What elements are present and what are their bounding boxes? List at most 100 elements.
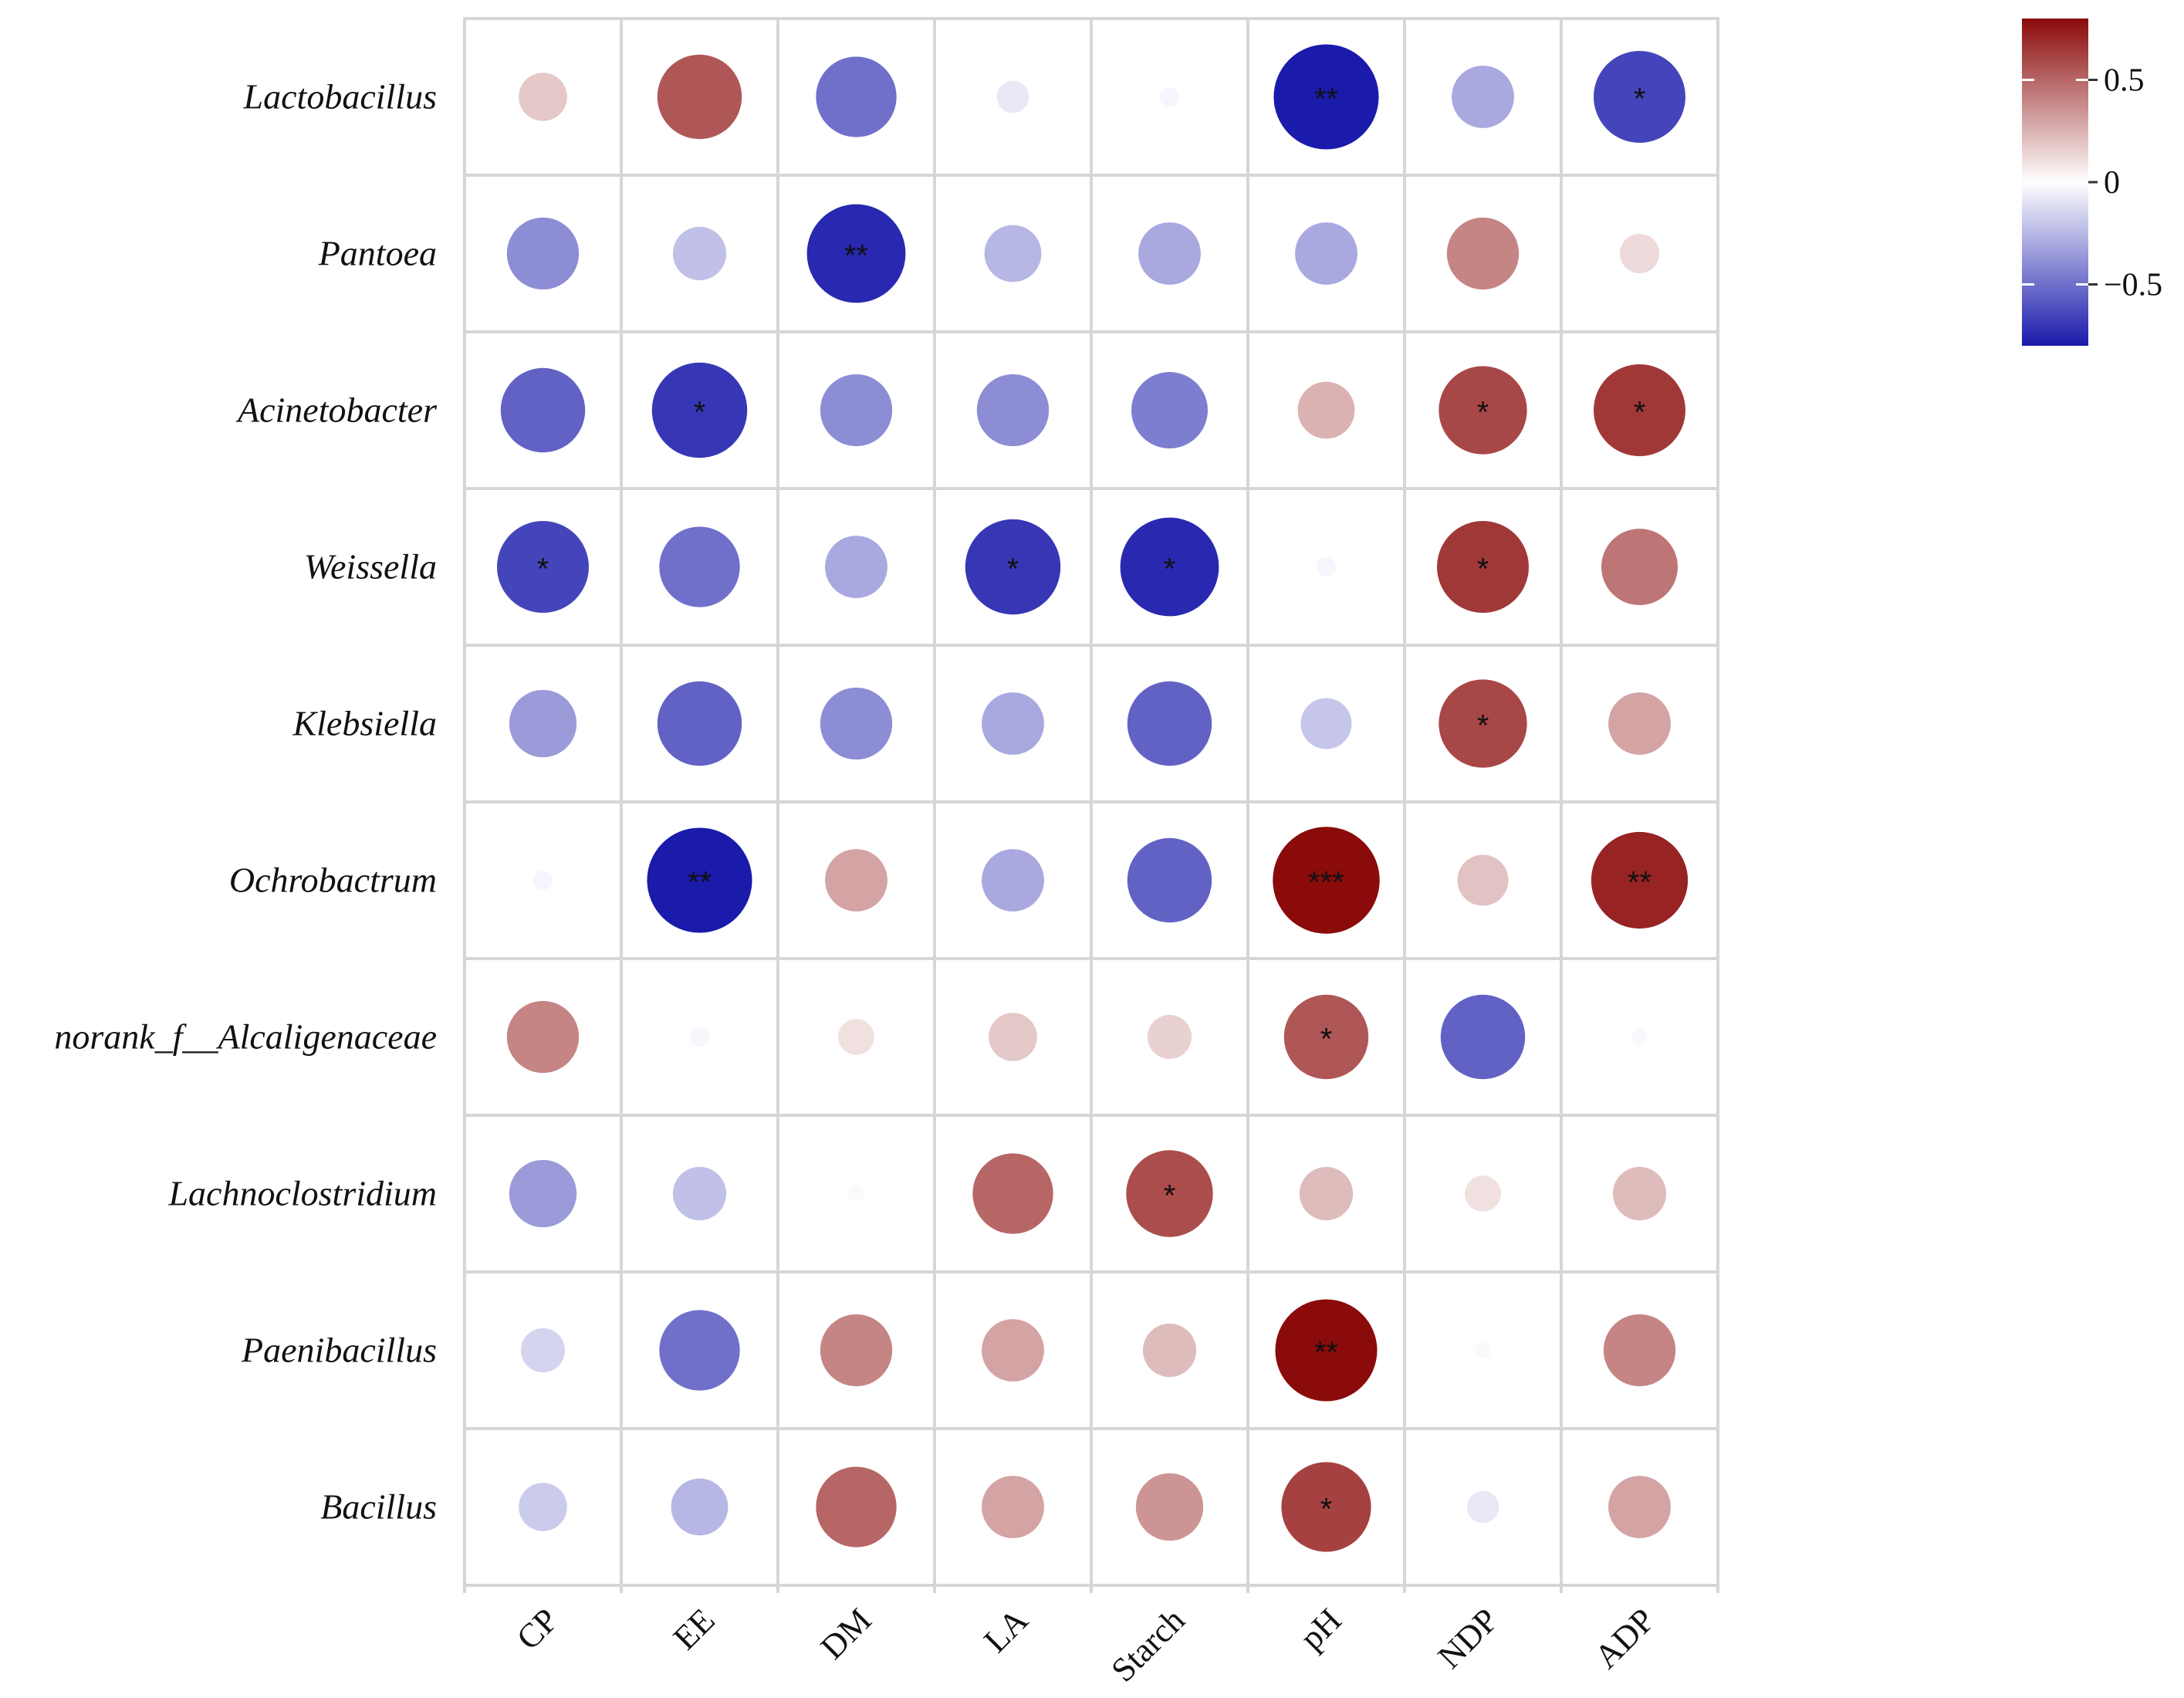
correlation-circle-Pantoea-LA bbox=[984, 225, 1042, 282]
correlation-circle-Lactobacillus-Starch bbox=[1159, 86, 1180, 107]
correlation-circle-norank_f__Alcaligenaceae-pH bbox=[1283, 994, 1369, 1080]
column-label-Starch: Starch bbox=[1104, 1601, 1192, 1689]
colorbar-tick-label: 0.5 bbox=[2104, 63, 2145, 99]
significance-mark-norank_f__Alcaligenaceae-pH: * bbox=[1320, 1023, 1333, 1057]
correlation-circle-Acinetobacter-DM bbox=[820, 374, 893, 447]
row-labels: Lactobacillus Pantoea Acinetobacter Weissel… bbox=[54, 77, 438, 1527]
correlation-circle-Lachnoclostridium-LA bbox=[972, 1153, 1053, 1234]
row-label-Lactobacillus: Lactobacillus bbox=[243, 77, 437, 117]
row-label-Paenibacillus: Paenibacillus bbox=[241, 1331, 437, 1370]
correlation-circle-Lactobacillus-DM bbox=[816, 56, 897, 137]
colorbar: 0.5 0 −0.5 bbox=[2022, 19, 2162, 346]
significance-mark-Paenibacillus-pH: ** bbox=[1314, 1336, 1338, 1370]
correlation-circle-Bacillus-EE bbox=[671, 1478, 729, 1536]
significance-mark-Weissella-NDP: * bbox=[1477, 553, 1489, 587]
correlation-circle-Lachnoclostridium-pH bbox=[1299, 1166, 1354, 1221]
significance-mark-Weissella-LA: * bbox=[1007, 553, 1019, 587]
correlation-circle-Bacillus-ADP bbox=[1608, 1476, 1671, 1538]
column-label-LA: LA bbox=[976, 1601, 1035, 1659]
correlation-circle-Ochrobactrum-pH bbox=[1273, 827, 1380, 934]
correlation-circle-Acinetobacter-NDP bbox=[1439, 366, 1527, 455]
correlation-circle-Klebsiella-DM bbox=[820, 687, 893, 760]
correlation-circle-Lachnoclostridium-Starch bbox=[1126, 1150, 1213, 1237]
column-label-CP: CP bbox=[509, 1601, 566, 1657]
correlation-circle-Weissella-LA bbox=[965, 519, 1061, 615]
correlation-circle-Acinetobacter-pH bbox=[1297, 381, 1355, 439]
correlation-circle-Weissella-NDP bbox=[1437, 521, 1529, 613]
column-labels: CP EE DM LA Starch pH NDP ADP bbox=[509, 1601, 1662, 1689]
correlation-circle-Ochrobactrum-ADP bbox=[1591, 831, 1689, 929]
row-label-Bacillus: Bacillus bbox=[320, 1487, 437, 1527]
correlation-circle-Acinetobacter-ADP bbox=[1594, 364, 1685, 456]
correlation-circle-Klebsiella-LA bbox=[982, 692, 1044, 755]
significance-mark-Acinetobacter-EE: * bbox=[694, 396, 706, 430]
significance-mark-Ochrobactrum-ADP: ** bbox=[1628, 866, 1652, 900]
colorbar-tick-label: −0.5 bbox=[2104, 268, 2162, 303]
significance-mark-Weissella-CP: * bbox=[537, 553, 549, 587]
correlation-circle-Ochrobactrum-NDP bbox=[1457, 854, 1509, 906]
correlation-circle-Lachnoclostridium-CP bbox=[509, 1159, 577, 1228]
correlation-circle-Ochrobactrum-Starch bbox=[1127, 837, 1212, 923]
colorbar-tick-label: 0 bbox=[2104, 165, 2120, 201]
grid bbox=[463, 17, 1719, 1593]
correlation-circle-Klebsiella-Starch bbox=[1127, 681, 1212, 766]
correlation-circle-Bacillus-NDP bbox=[1466, 1490, 1499, 1524]
correlation-circle-Weissella-Starch bbox=[1120, 517, 1219, 617]
correlation-circle-Lachnoclostridium-EE bbox=[672, 1166, 727, 1221]
correlation-circle-Paenibacillus-CP bbox=[520, 1328, 566, 1373]
correlation-circle-Paenibacillus-Starch bbox=[1142, 1323, 1197, 1378]
correlation-circle-norank_f__Alcaligenaceae-LA bbox=[989, 1013, 1037, 1061]
column-label-NDP: NDP bbox=[1431, 1601, 1506, 1676]
correlation-circle-Weissella-EE bbox=[659, 526, 740, 607]
correlation-circle-Pantoea-DM bbox=[806, 204, 906, 303]
correlation-circle-Paenibacillus-NDP bbox=[1475, 1342, 1491, 1358]
row-label-Klebsiella: Klebsiella bbox=[292, 704, 437, 743]
correlation-circle-Ochrobactrum-CP bbox=[532, 870, 553, 891]
significance-mark-Lactobacillus-ADP: * bbox=[1634, 83, 1646, 117]
correlation-circle-Bacillus-pH bbox=[1281, 1462, 1371, 1552]
significance-mark-Acinetobacter-NDP: * bbox=[1477, 396, 1489, 430]
row-label-Lachnoclostridium: Lachnoclostridium bbox=[167, 1174, 437, 1213]
correlation-circle-Lachnoclostridium-ADP bbox=[1612, 1166, 1667, 1221]
correlation-circle-Lactobacillus-pH bbox=[1273, 44, 1379, 150]
correlation-circle-Paenibacillus-LA bbox=[982, 1319, 1044, 1382]
significance-mark-Ochrobactrum-pH: *** bbox=[1308, 866, 1344, 900]
significance-mark-Lactobacillus-pH: ** bbox=[1314, 83, 1338, 117]
column-label-EE: EE bbox=[666, 1601, 722, 1657]
correlation-circle-Pantoea-ADP bbox=[1619, 233, 1660, 274]
significance-mark-Bacillus-pH: * bbox=[1320, 1493, 1333, 1527]
correlation-circle-Klebsiella-EE bbox=[657, 681, 742, 766]
correlation-circle-norank_f__Alcaligenaceae-CP bbox=[506, 1000, 580, 1074]
correlation-circle-Bacillus-DM bbox=[816, 1466, 897, 1547]
correlation-circle-norank_f__Alcaligenaceae-ADP bbox=[1631, 1029, 1648, 1045]
correlation-circle-Weissella-CP bbox=[497, 521, 589, 613]
correlation-circle-Pantoea-Starch bbox=[1138, 222, 1201, 285]
column-label-DM: DM bbox=[813, 1601, 879, 1666]
correlation-circle-Klebsiella-ADP bbox=[1608, 692, 1671, 755]
row-label-Pantoea: Pantoea bbox=[318, 234, 437, 273]
correlation-circle-Paenibacillus-EE bbox=[659, 1310, 740, 1391]
correlation-circle-Bacillus-Starch bbox=[1135, 1473, 1204, 1541]
significance-mark-Acinetobacter-ADP: * bbox=[1634, 396, 1646, 430]
correlation-circle-Acinetobacter-EE bbox=[651, 362, 748, 458]
significance-mark-Klebsiella-NDP: * bbox=[1477, 709, 1489, 743]
correlation-circle-Paenibacillus-ADP bbox=[1603, 1314, 1676, 1387]
correlation-circle-Pantoea-NDP bbox=[1446, 217, 1520, 290]
correlation-circle-Ochrobactrum-DM bbox=[825, 849, 887, 912]
correlation-circle-Paenibacillus-pH bbox=[1275, 1299, 1378, 1402]
correlation-circle-Acinetobacter-Starch bbox=[1131, 372, 1208, 448]
correlation-circle-Ochrobactrum-LA bbox=[982, 849, 1044, 912]
correlation-circle-Klebsiella-NDP bbox=[1439, 679, 1527, 768]
correlation-circle-Weissella-DM bbox=[825, 536, 887, 598]
correlation-circle-norank_f__Alcaligenaceae-NDP bbox=[1440, 994, 1526, 1080]
correlation-circle-Bacillus-LA bbox=[982, 1476, 1044, 1538]
correlation-circle-Lactobacillus-LA bbox=[996, 80, 1029, 113]
correlation-circle-Pantoea-pH bbox=[1295, 222, 1357, 285]
correlation-circle-Lachnoclostridium-DM bbox=[848, 1186, 864, 1202]
correlation-circle-Lactobacillus-ADP bbox=[1594, 51, 1685, 143]
correlation-circle-Acinetobacter-CP bbox=[500, 367, 586, 453]
correlation-circle-Lachnoclostridium-NDP bbox=[1465, 1175, 1501, 1212]
correlation-circle-Klebsiella-CP bbox=[509, 689, 577, 758]
correlation-circle-Klebsiella-pH bbox=[1300, 698, 1352, 749]
